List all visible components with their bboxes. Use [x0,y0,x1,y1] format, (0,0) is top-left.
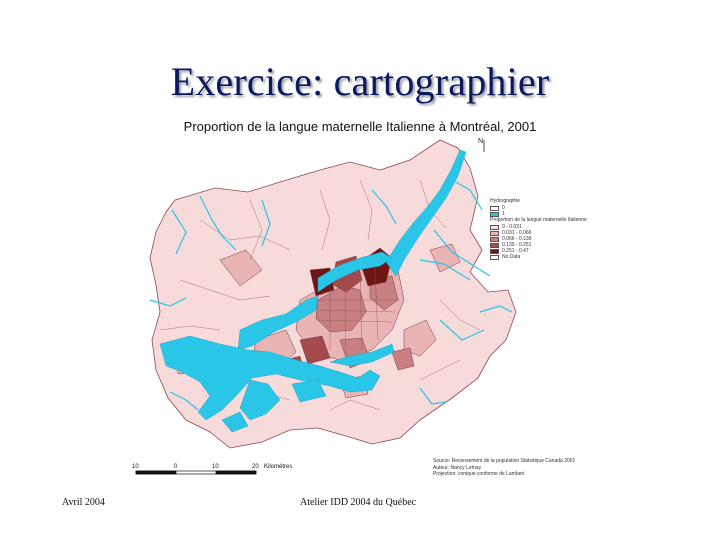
legend-label: 0.139 - 0.251 [502,242,532,248]
legend-prop-row: 0 - 0.031 [490,224,610,230]
legend-hydro-row: 1 [490,211,610,217]
legend-hydro-row: 0 [490,205,610,211]
legend-hydro-heading: Hydrographie [490,198,521,204]
rivers [149,179,513,411]
source-line: Source: Recensement de la population Sta… [433,458,576,464]
source-line: Projection: conique conforme de Lambert [433,471,525,477]
water-bodies [159,149,467,433]
map-legend: Hydrographie 0 1 Proportion de la langue… [490,198,610,260]
legend-label: 0 [502,205,505,211]
legend-prop-row: 0.139 - 0.251 [490,242,610,248]
legend-swatch [490,242,499,248]
map-source: Source: Recensement de la population Sta… [433,458,633,478]
legend-label: No Data [502,254,521,260]
legend-swatch [490,254,499,260]
legend-swatch [490,224,499,230]
legend-prop-row: 0.031 - 0.066 [490,230,610,236]
north-label: N [478,138,484,145]
legend-swatch [490,248,499,254]
map-title-text: Proportion de la langue maternelle Itali… [183,119,537,134]
source-line: Auteur: Nancy Lemay [433,464,482,471]
legend-swatch [490,211,499,217]
footer-date: Avril 2004 [62,497,105,508]
legend-label: 0.031 - 0.066 [502,230,532,236]
legend-prop-heading: Proportion de la langue maternelle Itali… [490,217,587,223]
slide-title: Exercice: cartographier [170,59,550,104]
scale-tick-label: 0 [174,464,178,470]
legend-label: 0.251 - 0.47 [502,248,529,254]
scale-bar [135,470,257,475]
scale-tick-label: 10 [212,464,219,470]
legend-prop-row: No Data [490,254,610,260]
footer-event: Atelier IDD 2004 du Québec [300,497,417,508]
legend-swatch [490,205,499,211]
scale-unit: Kilomètres [264,464,293,470]
legend-label: 1 [502,211,505,217]
map-title: Proportion de la langue maternelle Itali… [0,119,720,134]
legend-label: 0.066 - 0.139 [502,236,532,242]
legend-label: 0 - 0.031 [502,224,522,230]
scale-tick-label: 10 [132,464,139,470]
legend-swatch [490,230,499,236]
scale-tick-label: 20 [252,464,259,470]
legend-prop-row: 0.066 - 0.139 [490,236,610,242]
scale-labels: 10 0 10 20 Kilomètres [130,464,300,474]
legend-prop-row: 0.251 - 0.47 [490,248,610,254]
legend-swatch [490,236,499,242]
